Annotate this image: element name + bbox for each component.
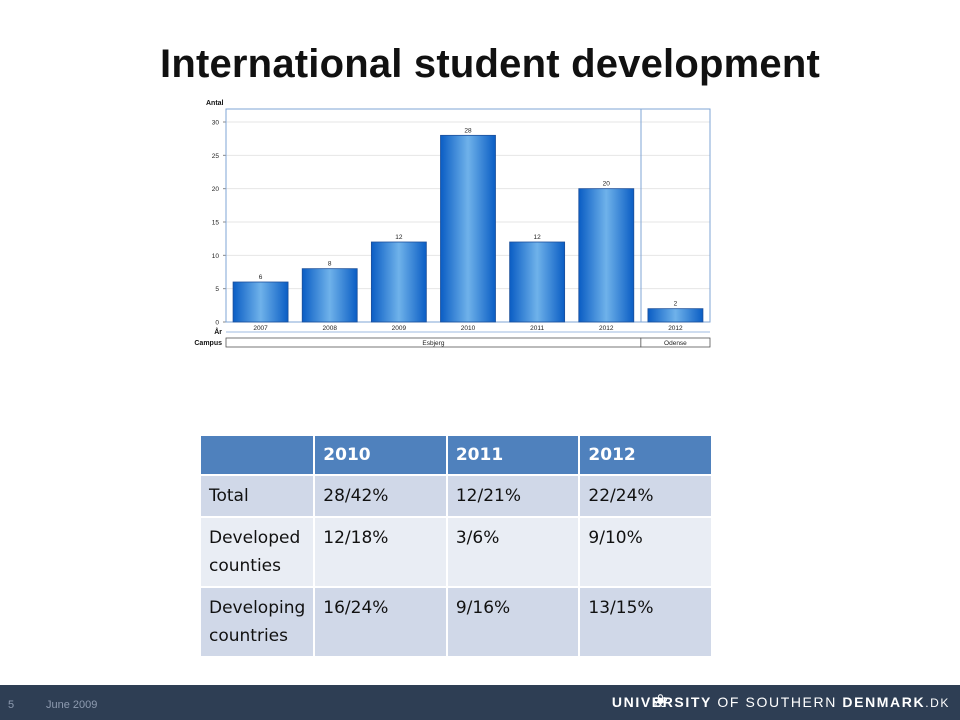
x-tick-label: 2009 bbox=[392, 325, 407, 332]
wordmark-denmark: DENMARK bbox=[842, 694, 926, 710]
page-number: 5 bbox=[8, 699, 15, 711]
y-tick-label: 0 bbox=[215, 320, 219, 327]
y-tick-label: 30 bbox=[212, 120, 220, 127]
y-tick-label: 15 bbox=[212, 220, 220, 227]
x-tick-label: 2011 bbox=[530, 325, 544, 332]
slide-title: International student development bbox=[160, 42, 820, 86]
x-tick-label: 2012 bbox=[599, 325, 614, 332]
bar bbox=[370, 241, 427, 323]
university-wordmark: UNIVERSITY OF SOUTHERN DENMARK.DK bbox=[612, 694, 950, 710]
table-cell: 12/18% bbox=[314, 517, 448, 588]
x-tick-label: 2007 bbox=[253, 325, 268, 332]
data-label: 12 bbox=[395, 234, 403, 241]
y-axis-label: Antal bbox=[206, 100, 224, 107]
bar bbox=[440, 134, 496, 323]
header-cell-2011: 2011 bbox=[446, 436, 581, 476]
header-cell-2012: 2012 bbox=[579, 436, 713, 476]
table-row: Developed counties 12/18% 3/6% 9/10% bbox=[201, 517, 713, 588]
data-label: 6 bbox=[259, 274, 263, 281]
table-cell: 28/42% bbox=[314, 475, 448, 518]
university-logo-icon: ❀ bbox=[652, 691, 668, 711]
footer-date: June 2009 bbox=[46, 699, 98, 711]
y-tick-label: 10 bbox=[212, 253, 220, 260]
bar bbox=[232, 281, 289, 323]
table-cell: 9/10% bbox=[579, 517, 713, 588]
wordmark-of-southern: OF SOUTHERN bbox=[717, 694, 837, 710]
y-tick-label: 20 bbox=[212, 186, 220, 193]
campus-group-box bbox=[640, 337, 711, 348]
table-cell: 16/24% bbox=[314, 587, 448, 658]
x-tick-label: 2012 bbox=[668, 325, 683, 332]
data-label: 28 bbox=[464, 127, 472, 134]
footer-bar: 5 June 2009 ❀ UNIVERSITY OF SOUTHERN DEN… bbox=[0, 685, 960, 720]
campus-group-label: Odense bbox=[664, 340, 687, 347]
row-label: Developed counties bbox=[201, 517, 316, 588]
bar bbox=[578, 188, 635, 323]
table-cell: 22/24% bbox=[579, 475, 713, 518]
table-row: Total 28/42% 12/21% 22/24% bbox=[201, 475, 713, 518]
x-tick-label: 2008 bbox=[322, 325, 337, 332]
x-tick-label: 2010 bbox=[461, 325, 476, 332]
row-label: Total bbox=[201, 475, 316, 518]
data-label: 2 bbox=[674, 301, 678, 308]
campus-row-label: Campus bbox=[194, 340, 222, 347]
wordmark-domain: .DK bbox=[925, 696, 950, 710]
data-label: 20 bbox=[603, 181, 611, 188]
campus-group-label: Esbjerg bbox=[422, 340, 444, 347]
table-cell: 3/6% bbox=[446, 517, 581, 588]
wordmark-university: UNIVERSITY bbox=[611, 694, 712, 710]
data-label: 12 bbox=[534, 234, 542, 241]
table-cell: 12/21% bbox=[446, 475, 581, 518]
header-cell-2010: 2010 bbox=[314, 436, 448, 476]
bar-chart: Antal 0 5 10 15 20 25 30 6 8 12 28 12 20 2 2007 2008 2… bbox=[194, 100, 711, 348]
data-label: 8 bbox=[328, 261, 332, 268]
table-cell: 13/15% bbox=[579, 587, 713, 658]
y-tick-label: 25 bbox=[212, 153, 220, 160]
table-row: Developing countries 16/24% 9/16% 13/15% bbox=[201, 587, 713, 658]
table-header-row: 2010 2011 2012 bbox=[201, 436, 713, 476]
bar bbox=[301, 268, 358, 323]
stats-table: 2010 2011 2012 Total 28/42% 12/21% 22/24… bbox=[201, 436, 713, 658]
header-cell-corner bbox=[201, 436, 316, 476]
y-tick-label: 5 bbox=[215, 286, 219, 293]
bar bbox=[509, 241, 566, 323]
row-label: Developing countries bbox=[201, 587, 316, 658]
x-row-label: År bbox=[214, 327, 222, 336]
table-cell: 9/16% bbox=[446, 587, 581, 658]
bar bbox=[647, 308, 704, 323]
